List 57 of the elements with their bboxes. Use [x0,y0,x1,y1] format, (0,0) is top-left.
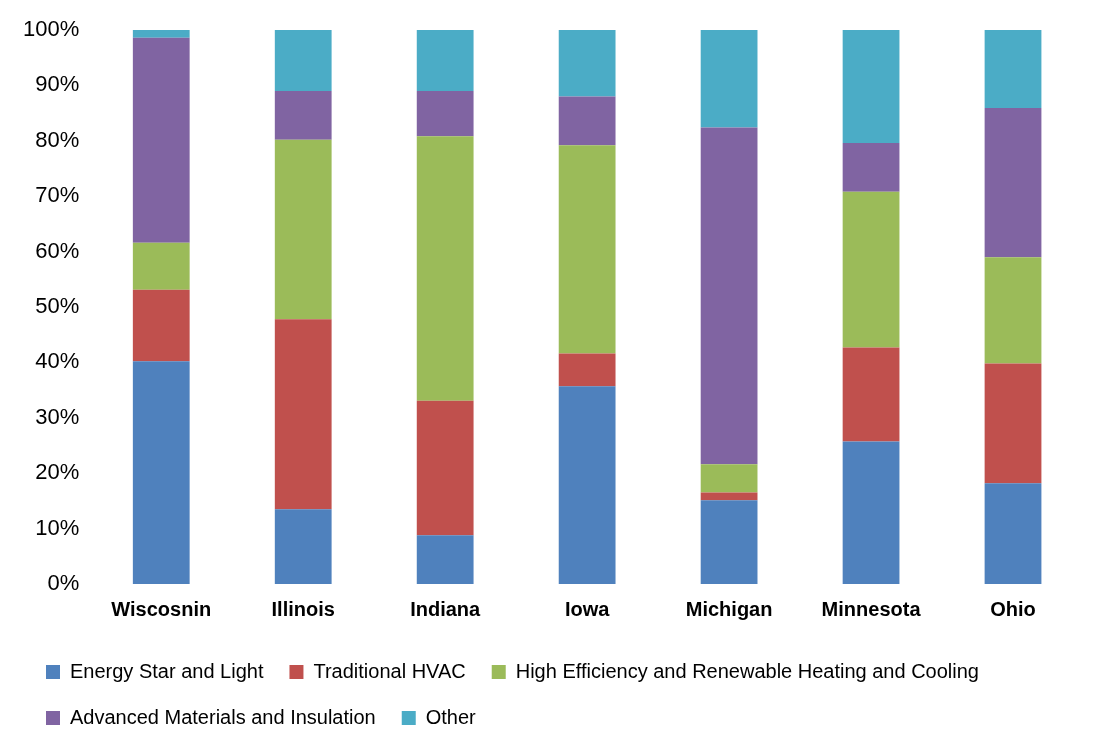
bar [416,535,474,584]
bar [984,363,1042,484]
x-tick-label: Wiscosnin [111,597,212,620]
bar [132,361,190,584]
x-tick-label: Minnesota [821,597,922,620]
bar [274,319,332,510]
y-tick-label: 30% [35,403,80,429]
bar [984,257,1042,364]
bar [416,136,474,401]
bar [416,30,474,91]
legend-label: Energy Star and Light [70,659,264,682]
bar [416,90,474,137]
bar [842,441,900,584]
y-tick-label: 50% [35,293,80,319]
bar [700,500,758,584]
x-tick-label: Ohio [990,597,1036,620]
y-tick-label: 100% [22,16,80,42]
y-tick-label: 70% [35,182,80,208]
bar [700,127,758,465]
bar [558,386,616,584]
bar [984,108,1042,258]
legend-label: Advanced Materials and Insulation [70,705,376,728]
bar [274,30,332,91]
x-tick-label: Illinois [271,597,335,620]
bar [416,400,474,536]
bar [842,30,900,144]
bar [558,145,616,354]
bar [842,347,900,442]
bar [132,30,190,38]
bar [842,143,900,192]
y-tick-label: 20% [35,459,80,485]
y-tick-label: 10% [35,514,80,540]
x-tick-label: Iowa [564,597,611,620]
bar [558,30,616,97]
legend-label: Traditional HVAC [313,659,466,682]
bar [558,96,616,146]
bar [984,483,1042,584]
bar [274,90,332,140]
x-tick-label: Indiana [410,597,482,620]
bar [132,289,190,362]
y-tick-label: 40% [35,348,80,374]
bar [700,464,758,493]
x-tick-label: Michigan [685,597,773,620]
bar [842,191,900,348]
bar [700,30,758,128]
bar [274,509,332,584]
legend-label: High Efficiency and Renewable Heating and Cooling [515,659,979,682]
y-tick-label: 0% [47,570,80,596]
bar [132,242,190,290]
legend-label: Other [425,705,477,728]
bar [558,353,616,387]
y-tick-label: 80% [35,126,80,152]
bar [274,139,332,320]
y-tick-label: 90% [35,71,80,97]
y-tick-label: 60% [35,237,80,263]
bar [984,30,1042,109]
bar [132,37,190,243]
